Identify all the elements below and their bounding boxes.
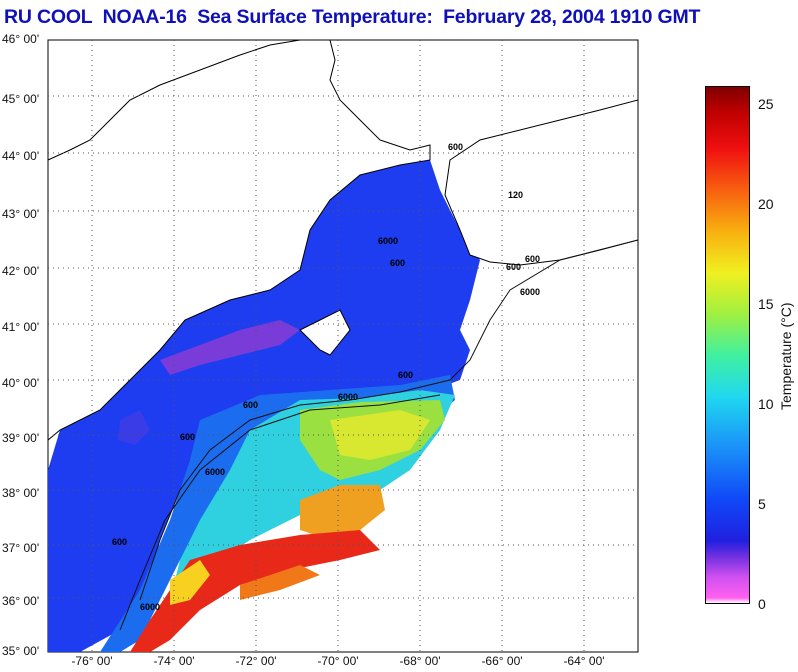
colorbar-tick: 20 <box>758 196 774 212</box>
colorbar-tick: 10 <box>758 396 774 412</box>
lon-label: -66° 00' <box>481 654 523 668</box>
contour-label: 600 <box>112 537 127 547</box>
lat-label: 44° 00' <box>2 149 40 163</box>
contour-label: 6000 <box>205 467 225 477</box>
lat-label: 38° 00' <box>2 486 40 500</box>
lat-label: 42° 00' <box>2 264 40 278</box>
contour-label: 600 <box>525 254 540 264</box>
contour-label: 600 <box>448 142 463 152</box>
graticule <box>48 40 638 652</box>
contour-label: 6000 <box>140 602 160 612</box>
colorbar-title: Temperature (°C) <box>778 302 794 410</box>
colorbar-tick: 0 <box>758 596 766 612</box>
lat-label: 35° 00' <box>2 644 40 658</box>
contour-label: 6000 <box>338 392 358 402</box>
lon-label: -72° 00' <box>235 654 277 668</box>
temperature-colorbar <box>705 86 750 604</box>
lat-label: 46° 00' <box>2 32 40 46</box>
lat-label: 37° 00' <box>2 541 40 555</box>
lat-label: 43° 00' <box>2 207 40 221</box>
lon-label: -64° 00' <box>563 654 605 668</box>
coastline <box>47 39 639 442</box>
contour-label: 6000 <box>378 236 398 246</box>
colorbar-tick: 15 <box>758 296 774 312</box>
lat-label: 36° 00' <box>2 594 40 608</box>
contour-label: 600 <box>243 400 258 410</box>
contour-label: 120 <box>508 190 523 200</box>
lat-label: 40° 00' <box>2 376 40 390</box>
lat-label: 45° 00' <box>2 92 40 106</box>
contour-labels: 600 6000 600 6000 600 6000 600 6000 600 … <box>112 142 540 612</box>
lat-label: 41° 00' <box>2 320 40 334</box>
sst-field <box>48 160 480 652</box>
lon-label: -74° 00' <box>153 654 195 668</box>
colorbar-tick: 25 <box>758 96 774 112</box>
colorbar-tick: 5 <box>758 496 766 512</box>
contour-label: 600 <box>390 258 405 268</box>
contour-label: 600 <box>398 370 413 380</box>
contour-label: 600 <box>180 432 195 442</box>
map-title: RU COOL NOAA-16 Sea Surface Temperature:… <box>4 6 701 28</box>
lon-label: -76° 00' <box>71 654 113 668</box>
lat-label: 39° 00' <box>2 431 40 445</box>
contour-label: 6000 <box>520 287 540 297</box>
lon-label: -68° 00' <box>399 654 441 668</box>
contour-label: 600 <box>506 262 521 272</box>
bathymetry-contours <box>119 239 639 631</box>
lon-label: -70° 00' <box>317 654 359 668</box>
